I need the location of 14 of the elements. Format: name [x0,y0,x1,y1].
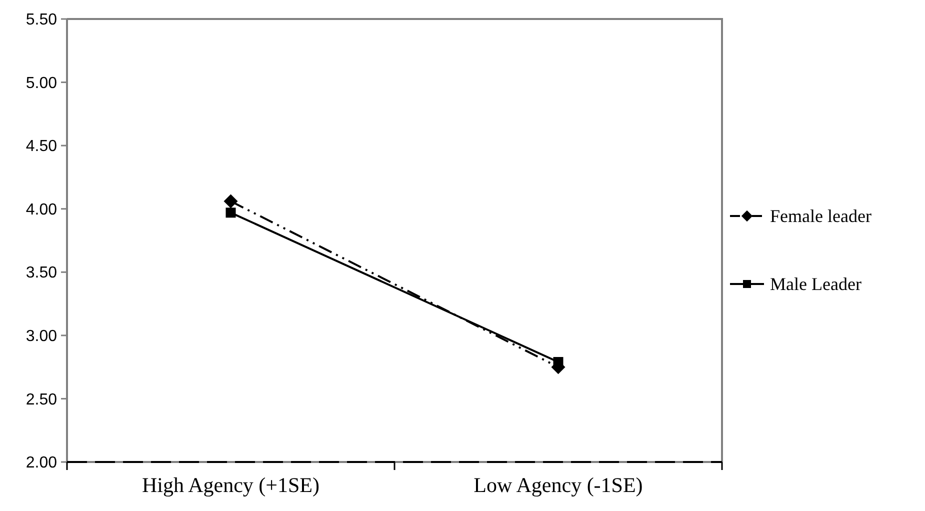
y-tick-label: 4.00 [26,201,58,218]
y-tick-label: 5.50 [26,12,58,29]
y-tick-label: 4.50 [26,138,58,156]
legend-label: Female leader [770,206,872,226]
y-tick-label: 5.00 [26,74,58,92]
x-tick-label: High Agency (+1SE) [142,473,320,497]
point [224,194,238,208]
y-tick-label: 3.50 [26,264,58,282]
point [226,208,236,218]
y-tick-label: 2.50 [26,391,58,408]
y-tick-label: 3.00 [26,328,58,346]
y-tick-label: 2.00 [26,454,58,472]
x-tick-label: Low Agency (-1SE) [474,473,643,497]
legend-label: Male Leader [770,274,862,294]
